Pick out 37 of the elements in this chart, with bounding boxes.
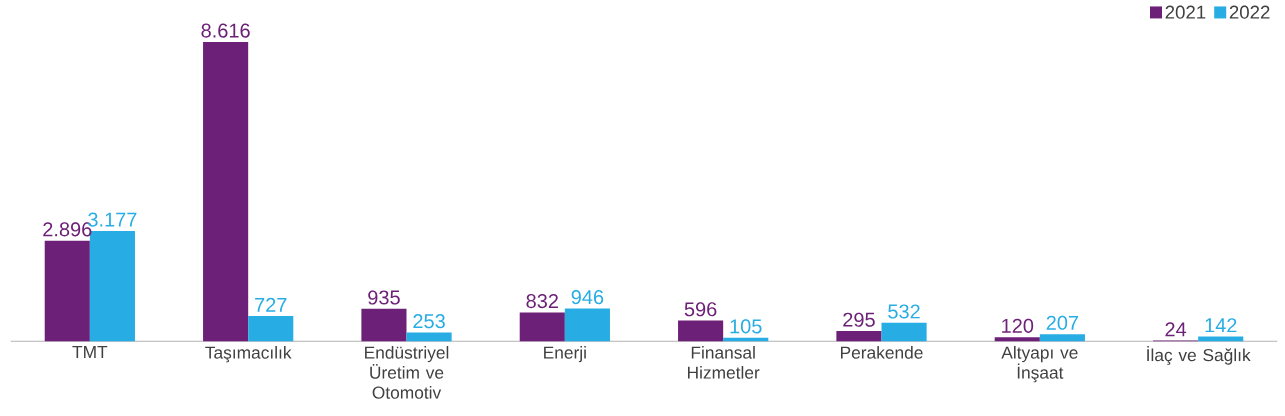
data-label: 253 [413, 314, 445, 329]
data-label: 24 [1165, 322, 1187, 337]
bar [519, 312, 565, 342]
data-label: 832 [526, 293, 558, 309]
data-label: 935 [368, 290, 400, 305]
x-tick-label: İlaç ve Sağlık [1147, 346, 1251, 365]
data-label: 142 [1205, 318, 1237, 333]
x-tick-label: TMT [72, 346, 108, 358]
x-tick-label: Endüstriyel Üretim ve Otomotiv [365, 346, 449, 399]
bar [406, 332, 452, 342]
bar [836, 331, 882, 342]
data-label: 207 [1046, 315, 1079, 330]
x-tick-label: Taşımacılık [205, 346, 292, 363]
bar [1198, 336, 1244, 342]
legend-label: 2021 [1165, 5, 1206, 19]
data-label: 8.616 [201, 23, 250, 38]
bar [994, 337, 1040, 342]
bar [44, 240, 90, 342]
bar [881, 322, 927, 342]
x-tick-label: Altyapı ve İnşaat [1001, 346, 1078, 383]
x-tick-label: Finansal Hizmetler [688, 346, 760, 379]
data-label: 596 [684, 302, 717, 317]
bar [1039, 334, 1085, 342]
legend-label: 2022 [1229, 5, 1270, 19]
data-label: 295 [843, 312, 875, 327]
x-tick-label: Perakende [841, 346, 923, 359]
x-tick-label: Enerji [544, 346, 586, 363]
data-label: 946 [571, 290, 604, 305]
data-label: 105 [730, 319, 762, 334]
bar [248, 316, 294, 342]
data-label: 532 [888, 304, 920, 319]
data-label: 120 [1002, 318, 1034, 333]
bar [564, 308, 610, 342]
bar [361, 308, 407, 342]
data-label: 727 [255, 297, 287, 312]
bar [203, 41, 249, 342]
bar [678, 320, 724, 342]
